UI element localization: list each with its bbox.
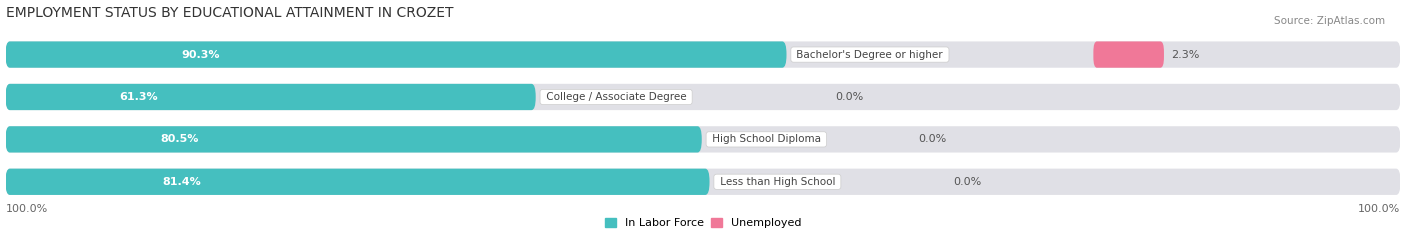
FancyBboxPatch shape bbox=[6, 41, 1400, 68]
Legend: In Labor Force, Unemployed: In Labor Force, Unemployed bbox=[605, 218, 801, 228]
Text: 90.3%: 90.3% bbox=[181, 50, 221, 60]
Text: Source: ZipAtlas.com: Source: ZipAtlas.com bbox=[1274, 16, 1385, 26]
FancyBboxPatch shape bbox=[6, 126, 1400, 153]
Text: EMPLOYMENT STATUS BY EDUCATIONAL ATTAINMENT IN CROZET: EMPLOYMENT STATUS BY EDUCATIONAL ATTAINM… bbox=[6, 6, 453, 20]
Text: 0.0%: 0.0% bbox=[835, 92, 863, 102]
Text: 2.3%: 2.3% bbox=[1171, 50, 1199, 60]
Text: High School Diploma: High School Diploma bbox=[709, 134, 824, 144]
FancyBboxPatch shape bbox=[1094, 41, 1164, 68]
FancyBboxPatch shape bbox=[6, 84, 1400, 110]
Text: 61.3%: 61.3% bbox=[118, 92, 157, 102]
FancyBboxPatch shape bbox=[6, 169, 1400, 195]
Text: 80.5%: 80.5% bbox=[160, 134, 198, 144]
Text: Less than High School: Less than High School bbox=[717, 177, 838, 187]
FancyBboxPatch shape bbox=[6, 126, 702, 153]
FancyBboxPatch shape bbox=[6, 84, 536, 110]
Text: 100.0%: 100.0% bbox=[1358, 204, 1400, 214]
Text: Bachelor's Degree or higher: Bachelor's Degree or higher bbox=[793, 50, 946, 60]
Text: College / Associate Degree: College / Associate Degree bbox=[543, 92, 689, 102]
FancyBboxPatch shape bbox=[6, 169, 710, 195]
Text: 0.0%: 0.0% bbox=[918, 134, 946, 144]
FancyBboxPatch shape bbox=[6, 41, 786, 68]
Text: 100.0%: 100.0% bbox=[6, 204, 48, 214]
Text: 81.4%: 81.4% bbox=[162, 177, 201, 187]
Text: 0.0%: 0.0% bbox=[953, 177, 981, 187]
